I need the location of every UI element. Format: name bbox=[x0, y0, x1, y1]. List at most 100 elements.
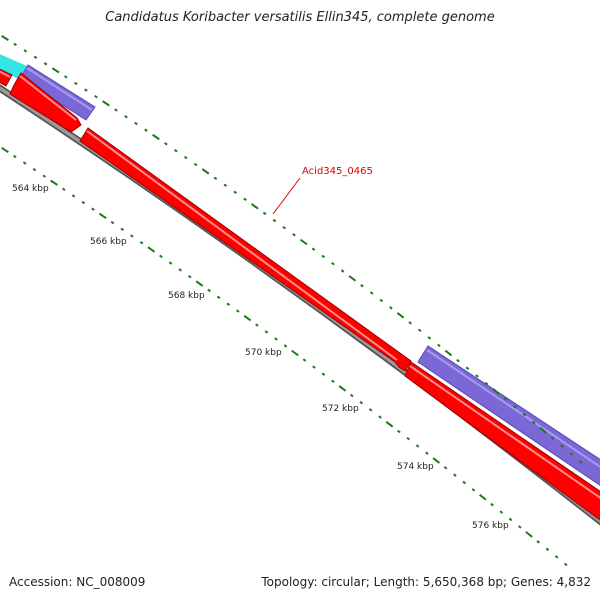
minor-tick bbox=[545, 547, 550, 552]
major-tick bbox=[201, 168, 210, 175]
minor-tick bbox=[312, 365, 316, 369]
tick-label: 570 kbp bbox=[245, 348, 282, 358]
minor-tick bbox=[340, 269, 345, 273]
minor-tick bbox=[139, 241, 144, 245]
tick-label: 572 kbp bbox=[322, 404, 359, 414]
minor-tick bbox=[406, 436, 410, 441]
minor-tick bbox=[564, 562, 568, 567]
minor-tick bbox=[311, 247, 316, 251]
minor-tick bbox=[302, 358, 307, 362]
minor-tick bbox=[437, 343, 441, 348]
minor-tick bbox=[183, 155, 188, 160]
red-highlights bbox=[0, 70, 600, 499]
minor-tick bbox=[22, 161, 27, 165]
minor-tick bbox=[417, 328, 422, 333]
major-tick bbox=[51, 67, 60, 74]
minor-tick bbox=[130, 234, 134, 238]
backbone bbox=[0, 84, 600, 526]
minor-tick bbox=[233, 190, 237, 194]
minor-tick bbox=[23, 49, 28, 53]
minor-tick bbox=[120, 227, 125, 231]
minor-tick bbox=[389, 306, 393, 310]
minor-tick bbox=[490, 502, 494, 507]
minor-tick bbox=[159, 254, 163, 258]
minor-tick bbox=[397, 429, 401, 434]
minor-tick bbox=[292, 233, 296, 237]
minor-tick bbox=[43, 62, 48, 66]
map-title: Candidatus Koribacter versatilis Ellin34… bbox=[105, 10, 495, 25]
tick-label: 576 kbp bbox=[472, 521, 509, 531]
major-tick bbox=[444, 349, 453, 357]
minor-tick bbox=[274, 337, 278, 341]
minor-tick bbox=[453, 473, 457, 477]
minor-tick bbox=[264, 330, 269, 334]
minor-tick bbox=[536, 540, 541, 544]
minor-tick bbox=[272, 218, 277, 223]
minor-tick bbox=[368, 408, 373, 412]
minor-tick bbox=[471, 488, 476, 492]
major-tick bbox=[50, 179, 58, 186]
major-tick bbox=[243, 314, 252, 322]
minor-tick bbox=[243, 197, 247, 201]
minor-tick bbox=[475, 374, 479, 378]
red-gene-4[interactable] bbox=[404, 361, 600, 523]
minor-tick bbox=[484, 381, 489, 386]
minor-tick bbox=[134, 121, 138, 126]
minor-tick bbox=[33, 55, 38, 59]
minor-tick bbox=[168, 261, 173, 265]
minor-tick bbox=[213, 176, 218, 180]
minor-tick bbox=[235, 309, 240, 313]
minor-tick bbox=[84, 88, 88, 92]
genome-summary-text: Topology: circular; Length: 5,650,368 bp… bbox=[261, 575, 591, 589]
minor-tick bbox=[425, 451, 429, 455]
major-tick bbox=[299, 238, 308, 246]
outer-tick-marks bbox=[1, 35, 583, 464]
cyan-gene[interactable] bbox=[0, 52, 27, 79]
purple-gene-2[interactable] bbox=[417, 345, 600, 488]
minor-tick bbox=[321, 372, 326, 376]
minor-tick bbox=[360, 283, 364, 288]
major-tick bbox=[539, 426, 547, 434]
minor-tick bbox=[178, 268, 183, 272]
tick-label: 574 kbp bbox=[397, 462, 434, 472]
major-tick bbox=[147, 246, 156, 253]
tick-label: 568 kbp bbox=[168, 291, 205, 301]
minor-tick bbox=[223, 183, 228, 187]
purple-gene-1[interactable] bbox=[19, 64, 96, 121]
red-gene-2[interactable] bbox=[9, 72, 82, 133]
minor-tick bbox=[61, 187, 66, 191]
major-tick bbox=[432, 457, 441, 464]
minor-tick bbox=[550, 436, 555, 440]
tick-label: 564 kbp bbox=[12, 184, 49, 194]
major-tick bbox=[1, 146, 9, 154]
minor-tick bbox=[554, 555, 559, 559]
major-tick bbox=[152, 133, 160, 141]
minor-tick bbox=[503, 397, 508, 401]
gene-label[interactable]: Acid345_0465 bbox=[302, 166, 373, 177]
minor-tick bbox=[560, 444, 564, 448]
minor-tick bbox=[124, 115, 128, 119]
minor-tick bbox=[456, 358, 460, 363]
major-tick bbox=[250, 203, 259, 210]
minor-tick bbox=[508, 517, 513, 522]
minor-tick bbox=[174, 148, 178, 153]
minor-tick bbox=[369, 291, 374, 295]
major-tick bbox=[492, 388, 500, 395]
minor-tick bbox=[94, 95, 98, 99]
tick-label: 566 kbp bbox=[90, 237, 127, 247]
minor-tick bbox=[193, 162, 198, 167]
minor-tick bbox=[188, 275, 192, 279]
major-tick bbox=[291, 349, 299, 357]
minor-tick bbox=[443, 466, 448, 470]
minor-tick bbox=[81, 200, 86, 205]
minor-tick bbox=[578, 460, 583, 464]
minor-tick bbox=[74, 81, 78, 86]
accession-text: Accession: NC_008009 bbox=[9, 575, 146, 589]
minor-tick bbox=[216, 295, 221, 299]
minor-tick bbox=[282, 225, 287, 230]
minor-tick bbox=[110, 220, 115, 225]
minor-tick bbox=[462, 480, 466, 485]
minor-tick bbox=[114, 108, 118, 112]
minor-tick bbox=[359, 400, 364, 405]
